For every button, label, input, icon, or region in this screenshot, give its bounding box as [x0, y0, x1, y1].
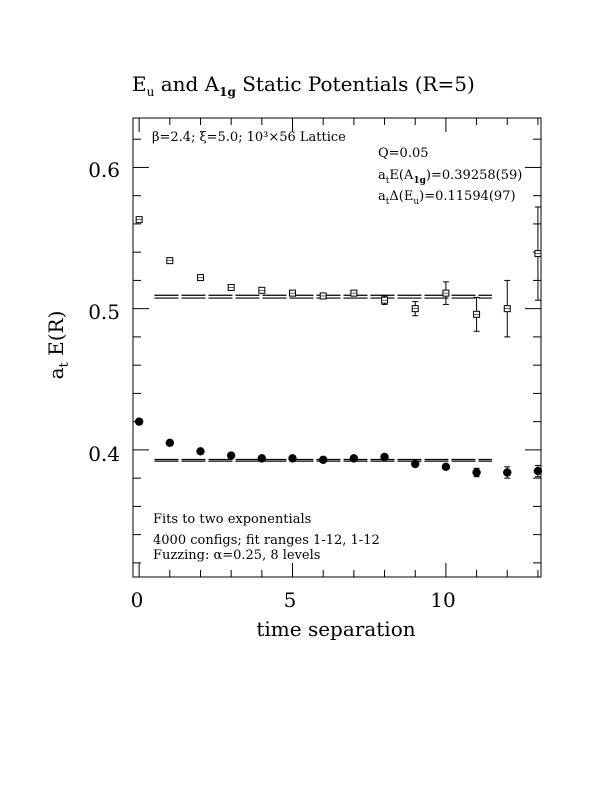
- configs-annotation: 4000 configs; fit ranges 1-12, 1-12: [153, 533, 380, 548]
- x-axis-label: time separation: [256, 617, 415, 641]
- axis-ticks: [133, 118, 541, 577]
- data-point-a1g: [226, 451, 236, 460]
- fit-bands: [154, 294, 492, 462]
- y-tick-label: 0.5: [88, 300, 120, 324]
- data-point-a1g: [288, 454, 297, 463]
- a1g-fit-annotation: atE(A1g)=0.39258(59): [378, 168, 522, 186]
- data-point-a1g: [411, 459, 420, 469]
- lattice-annotation: β=2.4; ξ=5.0; 10³×56 Lattice: [152, 130, 346, 145]
- data-point-a1g: [196, 447, 205, 456]
- data-point-a1g: [318, 455, 328, 464]
- chart-title: Eu and A1g Static Potentials (R=5): [132, 72, 475, 99]
- data-point-a1g: [349, 454, 359, 463]
- data-point-a1g: [472, 468, 481, 477]
- data-points: [134, 206, 543, 479]
- y-tick-labels: 0.4 0.5 0.6: [88, 158, 120, 466]
- x-tick-label: 10: [430, 588, 455, 612]
- plot-frame: [132, 117, 542, 578]
- data-point-a1g: [441, 462, 451, 472]
- data-point-a1g: [503, 468, 512, 477]
- x-tick-label: 0: [131, 588, 144, 612]
- y-tick-label: 0.4: [88, 442, 120, 466]
- fuzzing-annotation: Fuzzing: α=0.25, 8 levels: [153, 548, 320, 563]
- data-point-a1g: [380, 452, 389, 462]
- y-tick-label: 0.6: [88, 158, 120, 182]
- q-annotation: Q=0.05: [378, 146, 429, 161]
- y-axis-label: at E(R): [44, 311, 72, 380]
- data-point-a1g: [533, 466, 543, 476]
- data-point-a1g: [165, 438, 175, 448]
- eu-fit-annotation: atΔ(Eu)=0.11594(97): [378, 189, 516, 207]
- fits-annotation: Fits to two exponentials: [153, 512, 311, 527]
- data-point-a1g: [257, 454, 267, 463]
- data-point-a1g: [134, 417, 144, 426]
- x-tick-labels: 0 5 10: [131, 588, 456, 612]
- x-tick-label: 5: [284, 588, 297, 612]
